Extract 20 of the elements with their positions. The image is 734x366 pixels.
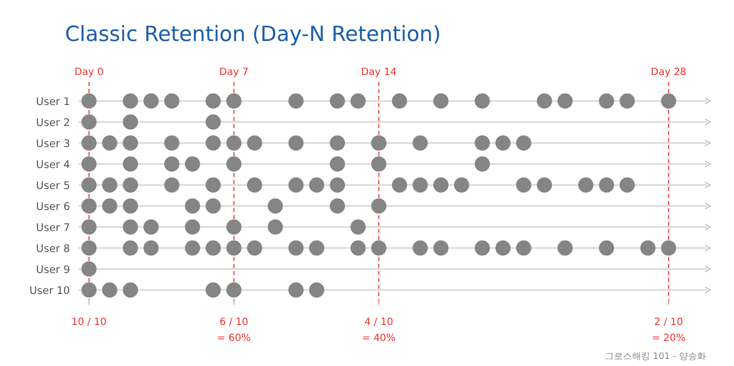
y-tick-label: User 4 [36, 159, 70, 171]
annotation: 2 / 10 = 20% [652, 317, 686, 344]
text: 그로스해킹 101 - 양승화 [604, 352, 706, 362]
y-tick-label: User 10 [29, 285, 70, 297]
chart-title: Classic Retention (Day-N Retention) [65, 22, 441, 46]
y-tick-label: User 6 [36, 201, 70, 213]
y-tick-label: User 1 [36, 96, 70, 108]
ref-line-label: Day 28 [650, 67, 686, 78]
y-tick-label: User 2 [36, 117, 70, 129]
annotation: 10 / 10 [71, 317, 107, 328]
annotation: 6 / 10 = 60% [217, 317, 251, 344]
y-tick-label: User 9 [36, 264, 70, 276]
ref-line-label: Day 7 [219, 67, 249, 78]
annotation: 4 / 10 = 40% [362, 317, 396, 344]
ref-line-label: Day 14 [360, 67, 397, 78]
y-tick-label: User 3 [36, 138, 70, 150]
y-tick-label: User 5 [36, 180, 70, 192]
y-tick-label: User 8 [36, 243, 70, 255]
ref-line-label: Day 0 [74, 67, 104, 78]
y-tick-label: User 7 [36, 222, 70, 234]
